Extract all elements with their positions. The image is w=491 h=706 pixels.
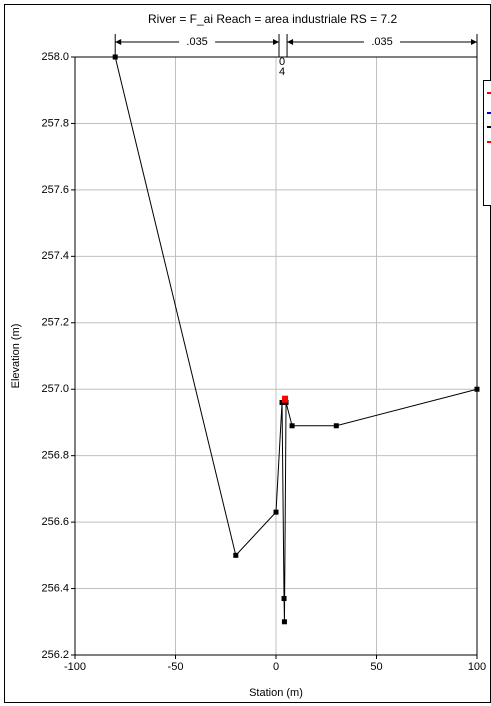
y-tick-label: 257.2	[41, 317, 69, 329]
y-tick-label: 256.4	[41, 582, 69, 594]
x-tick-label: 0	[273, 661, 279, 673]
point	[333, 423, 339, 429]
point	[474, 386, 480, 392]
series-line	[114, 56, 478, 622]
n-label: .035	[186, 36, 207, 48]
chart-title: River = F_ai Reach = area industriale RS…	[148, 12, 397, 26]
x-axis-label: Station (m)	[249, 687, 303, 699]
y-axis-label: Elevation (m)	[10, 324, 22, 389]
point	[273, 509, 279, 515]
x-tick-label: 50	[370, 661, 382, 673]
plot-area	[74, 56, 478, 656]
x-tick-label: -100	[64, 661, 86, 673]
point	[112, 54, 118, 60]
x-tick-label: 100	[468, 661, 486, 673]
channel-n: 4	[279, 66, 285, 78]
point	[289, 423, 295, 429]
point	[281, 596, 287, 602]
y-tick-label: 257.8	[41, 117, 69, 129]
y-tick-label: 257.6	[41, 184, 69, 196]
y-tick-label: 256.6	[41, 516, 69, 528]
frame	[4, 4, 491, 703]
y-tick-label: 256.8	[41, 450, 69, 462]
n-label: .035	[371, 36, 392, 48]
y-tick-label: 256.2	[41, 649, 69, 661]
channel-n: 0	[279, 56, 285, 68]
point	[281, 619, 287, 625]
x-tick-label: -50	[168, 661, 184, 673]
y-tick-label: 258.0	[41, 51, 69, 63]
y-tick-label: 257.4	[41, 250, 69, 262]
point	[233, 552, 239, 558]
y-tick-label: 257.0	[41, 383, 69, 395]
